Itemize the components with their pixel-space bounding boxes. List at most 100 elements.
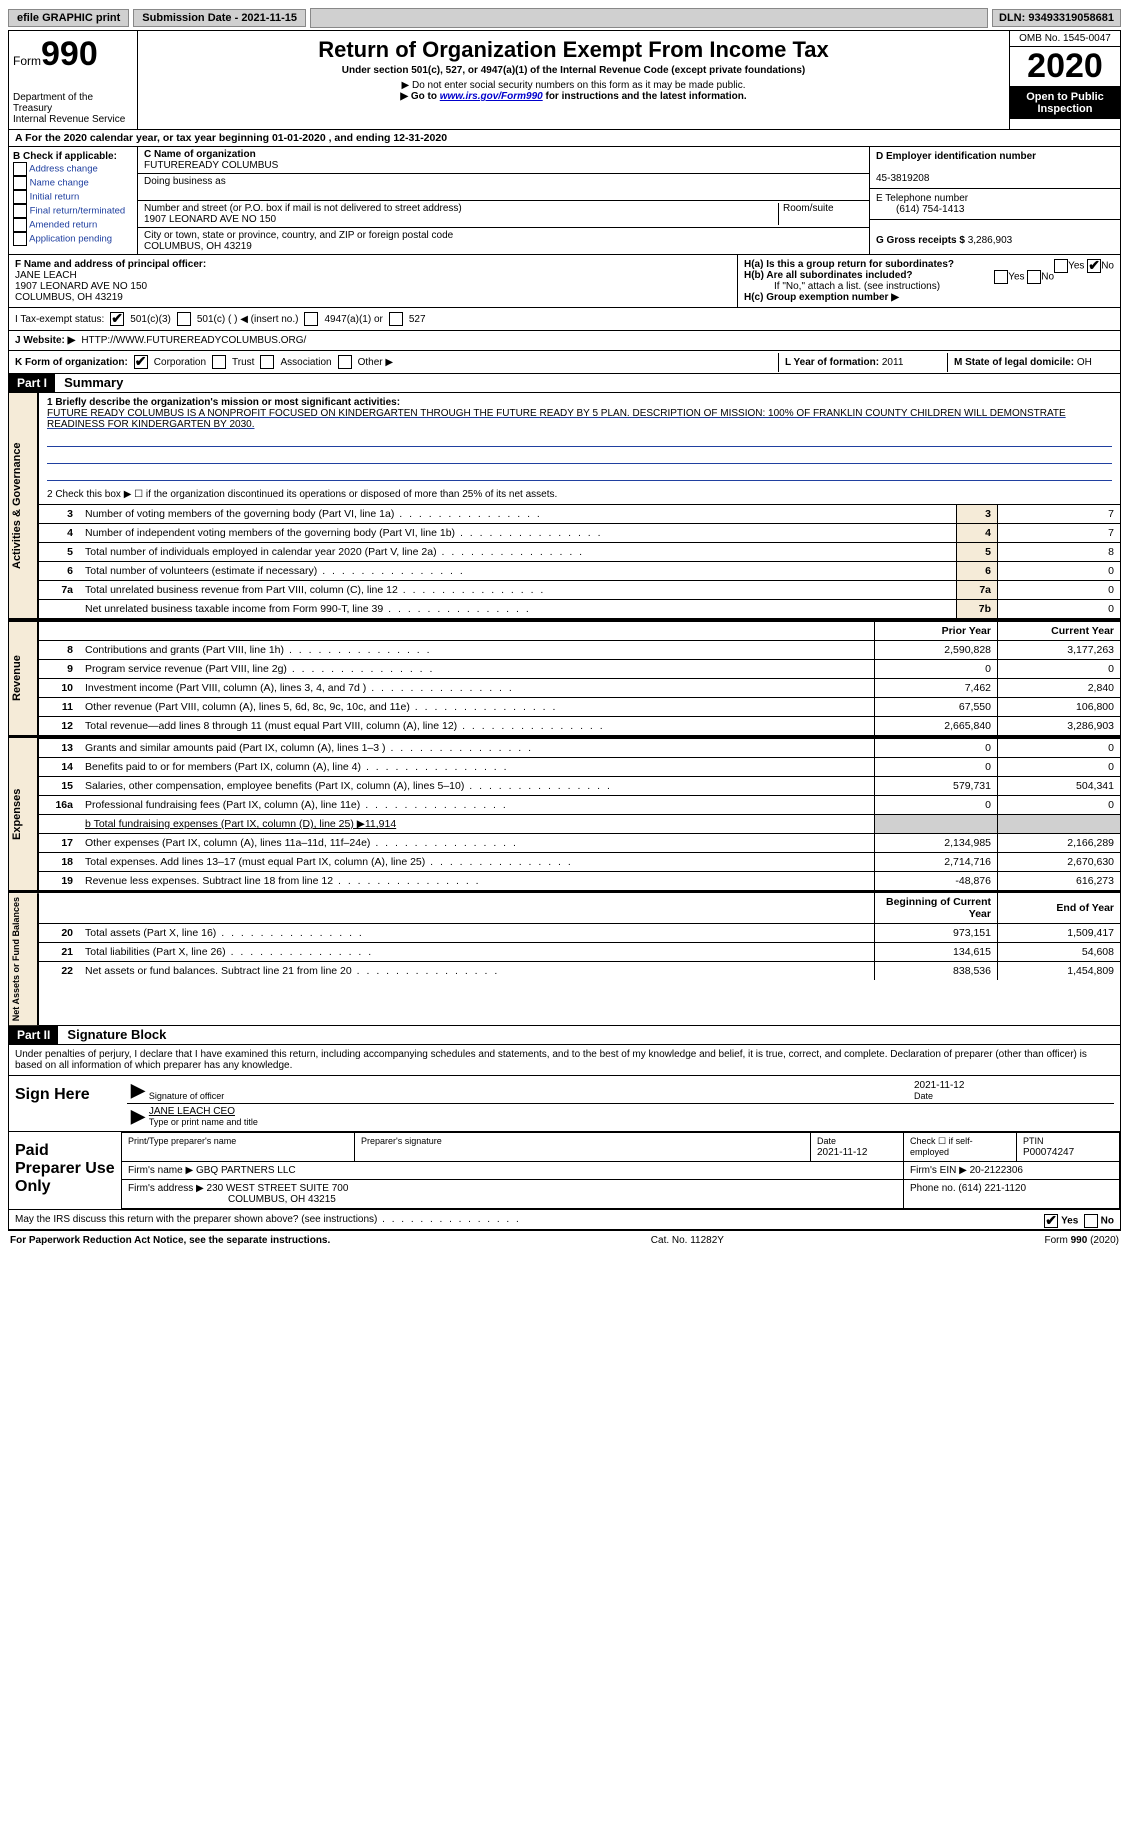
officer-sig-line: ▶ Signature of officer 2021-11-12Date xyxy=(127,1078,1114,1104)
paid-preparer-row: Paid Preparer Use Only Print/Type prepar… xyxy=(9,1131,1120,1209)
efile-button[interactable]: efile GRAPHIC print xyxy=(8,9,129,27)
officer-label: F Name and address of principal officer: xyxy=(15,259,206,270)
assoc-checkbox[interactable] xyxy=(260,355,274,369)
4947-checkbox[interactable] xyxy=(304,312,318,326)
form-subtitle: Under section 501(c), 527, or 4947(a)(1)… xyxy=(146,65,1001,76)
discuss-label: May the IRS discuss this return with the… xyxy=(15,1214,521,1225)
colb-item: Address change xyxy=(13,162,133,176)
col-c: C Name of organization FUTUREREADY COLUM… xyxy=(138,147,869,254)
table-row: 19Revenue less expenses. Subtract line 1… xyxy=(39,872,1120,891)
527-checkbox[interactable] xyxy=(389,312,403,326)
yes-label3: Yes xyxy=(1061,1216,1078,1227)
org-name: FUTUREREADY COLUMBUS xyxy=(144,160,278,171)
yes-label2: Yes xyxy=(1008,272,1024,283)
phone-value: (614) 754-1413 xyxy=(876,204,964,215)
officer-name: JANE LEACH xyxy=(15,270,77,281)
trust-checkbox[interactable] xyxy=(212,355,226,369)
i-o1: 501(c)(3) xyxy=(130,314,171,325)
sign-here-label: Sign Here xyxy=(9,1076,121,1131)
gov-content: 1 Briefly describe the organization's mi… xyxy=(39,393,1120,618)
side-netassets: Net Assets or Fund Balances xyxy=(9,893,39,1025)
table-row: b Total fundraising expenses (Part IX, c… xyxy=(39,815,1120,834)
corp-checkbox[interactable] xyxy=(134,355,148,369)
m-value: OH xyxy=(1077,357,1092,368)
hc-label: H(c) Group exemption number ▶ xyxy=(744,292,1114,303)
ha-yes-checkbox[interactable] xyxy=(1054,259,1068,273)
table-row: 10Investment income (Part VIII, column (… xyxy=(39,679,1120,698)
address-cell: Number and street (or P.O. box if mail i… xyxy=(138,201,869,228)
501c-checkbox[interactable] xyxy=(177,312,191,326)
table-row: 16aProfessional fundraising fees (Part I… xyxy=(39,796,1120,815)
note-link-row: ▶ Go to www.irs.gov/Form990 for instruct… xyxy=(146,91,1001,102)
table-row: 12Total revenue—add lines 8 through 11 (… xyxy=(39,717,1120,736)
k-label: K Form of organization: xyxy=(15,357,128,368)
j-label: J Website: ▶ xyxy=(15,335,75,346)
checkbox[interactable] xyxy=(13,232,27,246)
footer-right: Form 990 (2020) xyxy=(1045,1235,1119,1246)
hb-yes-checkbox[interactable] xyxy=(994,270,1008,284)
ha-no-checkbox[interactable] xyxy=(1087,259,1101,273)
col-de: D Employer identification number 45-3819… xyxy=(869,147,1120,254)
arrow-icon: ▶ xyxy=(127,1106,149,1128)
i-label: I Tax-exempt status: xyxy=(15,314,104,325)
no-label3: No xyxy=(1101,1216,1114,1227)
colb-item: Application pending xyxy=(13,232,133,246)
topbar-fill xyxy=(310,8,988,28)
part1-exp: Expenses 13Grants and similar amounts pa… xyxy=(8,736,1121,891)
gross-cell: G Gross receipts $ 3,286,903 xyxy=(870,220,1120,250)
table-row: Net unrelated business taxable income fr… xyxy=(39,600,1120,619)
table-row: 15Salaries, other compensation, employee… xyxy=(39,777,1120,796)
part2-title: Signature Block xyxy=(61,1027,166,1042)
sig-date-label: Date xyxy=(914,1091,933,1101)
501c3-checkbox[interactable] xyxy=(110,312,124,326)
k-o1: Corporation xyxy=(154,357,206,368)
part2-header: Part II Signature Block xyxy=(8,1026,1121,1045)
phone-label: E Telephone number xyxy=(876,193,968,204)
discuss-row: May the IRS discuss this return with the… xyxy=(9,1209,1120,1229)
table-row: 3Number of voting members of the governi… xyxy=(39,505,1120,524)
officer-addr1: 1907 LEONARD AVE NO 150 xyxy=(15,281,147,292)
k-o3: Association xyxy=(280,357,331,368)
firm-addr1: 230 WEST STREET SUITE 700 xyxy=(207,1183,349,1194)
irs-link[interactable]: www.irs.gov/Form990 xyxy=(440,91,543,102)
colb-item: Initial return xyxy=(13,190,133,204)
firm-ein-label: Firm's EIN ▶ xyxy=(910,1165,967,1176)
exp-table: 13Grants and similar amounts paid (Part … xyxy=(39,738,1120,890)
discuss-yes-checkbox[interactable] xyxy=(1044,1214,1058,1228)
table-row: 5Total number of individuals employed in… xyxy=(39,543,1120,562)
firm-phone: (614) 221-1120 xyxy=(958,1183,1026,1194)
no-label: No xyxy=(1101,261,1114,272)
side-expenses: Expenses xyxy=(9,738,39,890)
checkbox[interactable] xyxy=(13,162,27,176)
firm-addr2: COLUMBUS, OH 43215 xyxy=(128,1194,336,1205)
gov-table: 3Number of voting members of the governi… xyxy=(39,504,1120,618)
note2-post: for instructions and the latest informat… xyxy=(543,91,747,102)
table-row: 21Total liabilities (Part X, line 26)134… xyxy=(39,943,1120,962)
org-name-cell: C Name of organization FUTUREREADY COLUM… xyxy=(138,147,869,174)
part1-title: Summary xyxy=(58,375,123,390)
ptin-value: P00074247 xyxy=(1023,1147,1074,1158)
ha-label: H(a) Is this a group return for subordin… xyxy=(744,259,954,270)
checkbox[interactable] xyxy=(13,204,27,218)
officer-addr2: COLUMBUS, OH 43219 xyxy=(15,292,123,303)
principal-officer: F Name and address of principal officer:… xyxy=(9,255,738,307)
checkbox[interactable] xyxy=(13,190,27,204)
officer-printed-name: JANE LEACH CEO xyxy=(149,1106,235,1117)
city-value: COLUMBUS, OH 43219 xyxy=(144,241,252,252)
tax-year: 2020 xyxy=(1010,47,1120,87)
i-o2: 501(c) ( ) ◀ (insert no.) xyxy=(197,314,299,325)
line1-label: 1 Briefly describe the organization's mi… xyxy=(47,397,400,408)
perjury-statement: Under penalties of perjury, I declare th… xyxy=(9,1045,1120,1075)
org-name-label: C Name of organization xyxy=(144,149,256,160)
fgh-row: F Name and address of principal officer:… xyxy=(8,255,1121,308)
hb-no-checkbox[interactable] xyxy=(1027,270,1041,284)
city-label: City or town, state or province, country… xyxy=(144,230,453,241)
discuss-no-checkbox[interactable] xyxy=(1084,1214,1098,1228)
checkbox[interactable] xyxy=(13,218,27,232)
table-row: 20Total assets (Part X, line 16)973,1511… xyxy=(39,924,1120,943)
yes-label: Yes xyxy=(1068,261,1084,272)
officer-name-line: ▶ JANE LEACH CEOType or print name and t… xyxy=(127,1104,1114,1129)
header-right: OMB No. 1545-0047 2020 Open to Public In… xyxy=(1009,31,1120,129)
other-checkbox[interactable] xyxy=(338,355,352,369)
checkbox[interactable] xyxy=(13,176,27,190)
